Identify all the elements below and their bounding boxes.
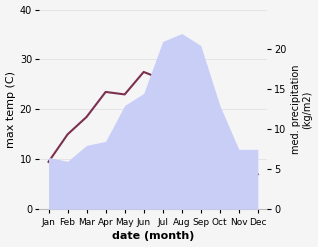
X-axis label: date (month): date (month) <box>112 231 194 242</box>
Y-axis label: med. precipitation
(kg/m2): med. precipitation (kg/m2) <box>291 65 313 154</box>
Y-axis label: max temp (C): max temp (C) <box>5 71 16 148</box>
